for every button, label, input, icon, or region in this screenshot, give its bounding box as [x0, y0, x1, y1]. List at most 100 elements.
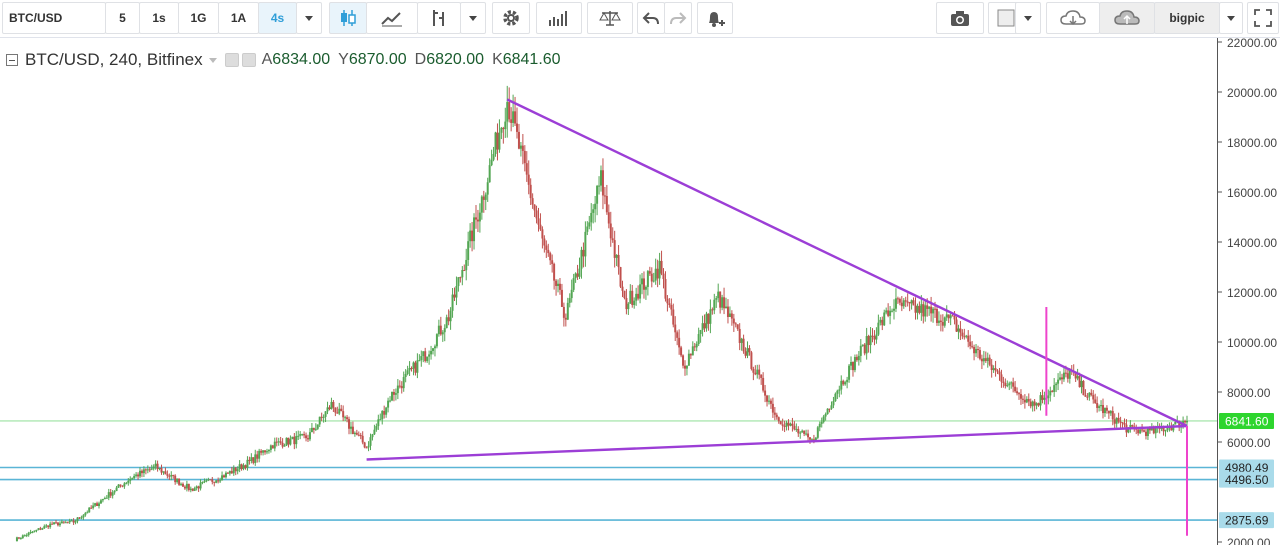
- interval-1a-label: 1A: [230, 11, 247, 25]
- candle-body: [178, 478, 181, 485]
- candle-body: [988, 357, 991, 365]
- line-chart-icon: [381, 12, 402, 27]
- candle-body: [193, 488, 196, 491]
- candles-button[interactable]: [329, 2, 367, 34]
- candle-body: [432, 348, 435, 351]
- candle-body: [736, 324, 739, 329]
- candle-body: [21, 535, 24, 538]
- candle-body: [680, 347, 683, 356]
- candle-body: [555, 280, 558, 286]
- snapshot-button[interactable]: [936, 2, 984, 34]
- redo-button[interactable]: [664, 2, 692, 34]
- candle-body: [803, 430, 806, 434]
- layout-dropdown-button[interactable]: [1219, 2, 1243, 34]
- save-layout-button[interactable]: [1099, 2, 1155, 34]
- interval-5-button[interactable]: 5: [105, 2, 140, 34]
- candle-body: [658, 260, 661, 279]
- candle-body: [510, 119, 513, 123]
- scale-button[interactable]: [587, 2, 633, 34]
- compare-button[interactable]: [536, 2, 582, 34]
- candle-body: [291, 436, 294, 440]
- candle-body: [105, 497, 108, 499]
- bars-compare-icon: [549, 11, 567, 26]
- candle-body: [1146, 428, 1149, 436]
- candle-body: [342, 411, 345, 418]
- candle-body: [615, 254, 618, 258]
- candle-body: [435, 334, 438, 347]
- candle-body: [519, 145, 522, 149]
- candle-body: [644, 286, 647, 290]
- candle-body: [590, 212, 593, 223]
- candle-body: [619, 267, 622, 287]
- eye-icon[interactable]: [224, 53, 239, 67]
- candle-body: [1021, 398, 1024, 400]
- candle-body: [840, 380, 843, 390]
- y-tick-label: 12000.00: [1227, 286, 1277, 300]
- candle-body: [334, 407, 337, 413]
- candle-body: [281, 442, 284, 447]
- candle-body: [217, 480, 220, 482]
- line-style-button[interactable]: [366, 2, 418, 34]
- interval-1g-label: 1G: [190, 11, 207, 25]
- settings-button[interactable]: [492, 2, 530, 34]
- candle-body: [496, 132, 499, 150]
- candle-body: [265, 451, 268, 453]
- candle-body: [691, 346, 694, 356]
- candle-body: [871, 335, 874, 337]
- candle-body: [1027, 398, 1030, 402]
- chevron-down-icon[interactable]: [208, 57, 217, 63]
- candle-body: [51, 523, 54, 525]
- candle-body: [355, 432, 358, 435]
- candle-body: [558, 283, 561, 290]
- legend-symbol: BTC/USD, 240, Bitfinex: [25, 50, 203, 69]
- candle-body: [400, 386, 403, 389]
- candle-body: [1025, 398, 1028, 403]
- cloud-load-icon: [1060, 10, 1086, 26]
- close-value: 6841.60: [502, 51, 561, 68]
- layout-name-button[interactable]: bigpic: [1154, 2, 1220, 34]
- candle-body: [967, 335, 970, 342]
- candle-body: [187, 483, 190, 490]
- candle-body: [570, 289, 573, 299]
- candle-body: [846, 379, 849, 383]
- undo-button[interactable]: [637, 2, 665, 34]
- indicators-dropdown-button[interactable]: [460, 2, 486, 34]
- candle-body: [396, 385, 399, 394]
- candle-body: [140, 470, 143, 474]
- candle-body: [689, 353, 692, 356]
- candle-body: [551, 260, 554, 264]
- candle-body: [566, 302, 569, 320]
- create-alert-button[interactable]: [697, 2, 733, 34]
- candle-body: [851, 362, 854, 371]
- candle-body: [461, 270, 464, 278]
- candle-body: [412, 362, 415, 369]
- candle-body: [430, 350, 433, 355]
- candle-body: [478, 212, 481, 222]
- candle-body: [332, 401, 335, 408]
- y-tick-label: 22000.00: [1227, 38, 1277, 50]
- price-chart[interactable]: 22000.00 20000.00 18000.00 16000.00 14000.00…: [0, 38, 1280, 545]
- candle-body: [1053, 385, 1056, 392]
- interval-1s-button[interactable]: 1s: [139, 2, 179, 34]
- candle-body: [648, 271, 651, 274]
- symbol-search-button[interactable]: BTC/USD: [2, 2, 106, 34]
- candle-body: [426, 356, 429, 362]
- load-layout-button[interactable]: [1046, 2, 1100, 34]
- template-dropdown-button[interactable]: [1015, 2, 1041, 34]
- indicators-button[interactable]: [417, 2, 461, 34]
- interval-1a-button[interactable]: 1A: [218, 2, 259, 34]
- candle-body: [865, 336, 868, 354]
- candle-body: [318, 416, 321, 425]
- candle-body: [166, 474, 169, 476]
- candle-body: [666, 298, 669, 304]
- candle-body: [1170, 427, 1173, 431]
- gear-icon[interactable]: [241, 53, 256, 67]
- candle-body: [226, 472, 229, 474]
- collapse-legend-icon[interactable]: [6, 54, 18, 66]
- candle-body: [359, 435, 362, 437]
- interval-dropdown-button[interactable]: [296, 2, 322, 34]
- interval-4s-button[interactable]: 4s: [258, 2, 297, 34]
- candle-body: [830, 405, 833, 409]
- fullscreen-button[interactable]: [1247, 2, 1279, 34]
- interval-1g-button[interactable]: 1G: [178, 2, 219, 34]
